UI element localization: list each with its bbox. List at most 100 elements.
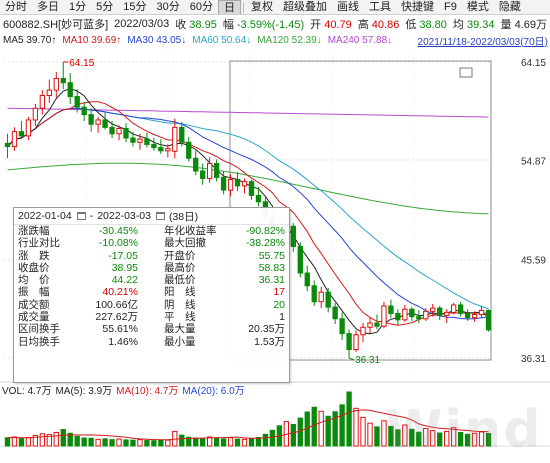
end-date[interactable]: 2022-03-03 — [97, 210, 151, 222]
stats-l2: 开盘价 — [164, 249, 196, 262]
stats-l1: 收盘价 — [18, 261, 50, 274]
candle-body — [388, 305, 394, 314]
volume-bar — [32, 434, 39, 447]
volume-bar — [255, 437, 262, 447]
stats-l1: 行业对比 — [18, 237, 60, 250]
volume-bar — [137, 439, 143, 447]
volume-bar — [402, 424, 408, 447]
stats-l2: 最大回撤 — [164, 237, 206, 250]
candle-body — [367, 322, 373, 328]
volume-bar — [367, 422, 373, 447]
avg-price: 均 39.34 — [452, 19, 495, 31]
candle-body — [304, 272, 310, 287]
range-date-link[interactable]: 2021/11/18-2022/03/03(70日) — [417, 36, 548, 48]
stats-table: 涨跌幅 -30.45% 年化收益率 -90.82% 行业对比 -10.08% 最大回撤 -38… — [14, 225, 289, 348]
price-tick-label: 36.31 — [521, 354, 546, 365]
candle-body — [46, 89, 52, 96]
stats-v1: 100.66亿 — [95, 298, 138, 311]
volume-bar — [353, 407, 359, 447]
volume-bar — [130, 439, 136, 447]
change-percent: 幅 -3.59%(-1.45) — [222, 19, 305, 31]
stats-l1: 成交量 — [18, 311, 50, 324]
stats-v1: 40.21% — [102, 286, 138, 299]
toolbar-item-4[interactable]: 15分 — [123, 0, 147, 13]
ma60-label: MA60 50.64↓ — [192, 34, 252, 46]
volume-bar — [25, 437, 32, 447]
toolbar-item-14[interactable]: 模式 — [466, 0, 489, 13]
stats-v2: 55.75 — [258, 249, 285, 262]
toolbar-item-5[interactable]: 30分 — [156, 0, 180, 13]
volume-bar — [485, 433, 492, 447]
volume-bar — [423, 427, 429, 447]
toolbar-item-12[interactable]: 快捷键 — [401, 0, 434, 13]
candle-body — [137, 138, 143, 143]
volume-bar — [165, 439, 171, 447]
toolbar-item-10[interactable]: 画线 — [337, 0, 359, 13]
volume-bar — [339, 404, 345, 447]
calendar-icon[interactable] — [155, 212, 165, 220]
volume-bar — [471, 432, 478, 447]
interval-stats-panel: 2022-01-04 - 2022-03-03 (38日) 涨跌幅 -30.45%… — [13, 207, 290, 383]
stats-l2: 阴 线 — [164, 298, 196, 311]
stats-v1: 227.62万 — [95, 311, 138, 324]
toolbar-item-11[interactable]: 工具 — [369, 0, 391, 13]
volume-bar — [186, 436, 192, 447]
toolbar-item-2[interactable]: 1分 — [69, 0, 87, 13]
toolbar-item-13[interactable]: F9 — [444, 0, 457, 13]
range-dash: - — [89, 210, 94, 222]
volume-bar — [318, 410, 324, 447]
quote-bar: 600882.SH[妙可蓝多] 2022/03/03 收 38.95 幅 -3.… — [0, 15, 550, 33]
volume-bar — [81, 437, 87, 447]
volume-bar — [325, 415, 331, 447]
volume-bar — [311, 406, 317, 447]
stats-v2: 17 — [273, 286, 285, 299]
candle-body — [395, 312, 401, 321]
candle-body — [464, 312, 471, 319]
period-toolbar: 分时 多日 1分 5分 15分 30分 60分日复权 超级叠加 画线 工具 快捷键 F9 模式 隐藏 — [0, 0, 550, 15]
stats-l2: 年化收益率 — [164, 225, 217, 237]
stats-v1: 44.22 — [111, 274, 138, 287]
toolbar-item-0[interactable]: 分时 — [5, 0, 27, 13]
candle-body — [11, 131, 18, 148]
stats-row: 收盘价 38.95 最高价 58.83 — [14, 262, 289, 274]
volume-bar — [74, 435, 80, 447]
toolbar-item-6[interactable]: 60分 — [189, 0, 213, 13]
toolbar-item-7[interactable]: 日 — [218, 0, 241, 14]
volume-bar — [193, 437, 199, 447]
stats-l2: 最低价 — [164, 274, 196, 287]
price-tick-label: 45.59 — [521, 255, 546, 266]
start-date[interactable]: 2022-01-04 — [18, 210, 72, 222]
stats-v2: 20.35万 — [248, 323, 285, 336]
volume-bar — [360, 416, 366, 447]
stats-row: 均 价 44.22 最低价 36.31 — [14, 274, 289, 286]
toolbar-item-1[interactable]: 多日 — [37, 0, 59, 13]
volume-bar — [116, 438, 122, 447]
toolbar-item-15[interactable]: 隐藏 — [498, 0, 521, 13]
price-tick-label: 64.15 — [521, 58, 546, 69]
stats-v2: -90.82% — [245, 225, 285, 237]
min-marker-tick — [348, 357, 355, 361]
stats-l1: 均 价 — [18, 274, 50, 287]
stock-code[interactable]: 600882.SH[妙可蓝多] — [3, 19, 109, 31]
stats-row: 区间换手 55.61% 最大量 20.35万 — [14, 323, 289, 335]
calendar-icon[interactable] — [76, 212, 86, 220]
volume-bar — [457, 431, 464, 447]
vol-ma5: MA(5): 3.9万 — [55, 386, 113, 397]
candle-body — [485, 309, 492, 331]
toolbar-item-9[interactable]: 超级叠加 — [283, 0, 327, 13]
toolbar-item-8[interactable]: 复权 — [251, 0, 273, 13]
stats-v1: -30.45% — [98, 225, 138, 237]
stats-l1: 涨 跌 — [18, 249, 50, 262]
volume-bar — [179, 434, 185, 447]
stats-l1: 涨跌幅 — [18, 225, 50, 237]
candle-body — [332, 306, 338, 320]
ma5-label: MA5 39.70↑ — [3, 34, 57, 46]
candle-body — [227, 178, 234, 191]
toolbar-item-3[interactable]: 5分 — [96, 0, 114, 13]
volume-bar — [409, 428, 415, 447]
stats-row: 日均换手 1.46% 最小量 1.53万 — [14, 336, 289, 348]
stats-v2: 36.31 — [258, 274, 285, 287]
volume-bar — [297, 417, 303, 447]
volume-bar — [53, 431, 59, 447]
stats-v1: -17.05 — [108, 249, 138, 262]
